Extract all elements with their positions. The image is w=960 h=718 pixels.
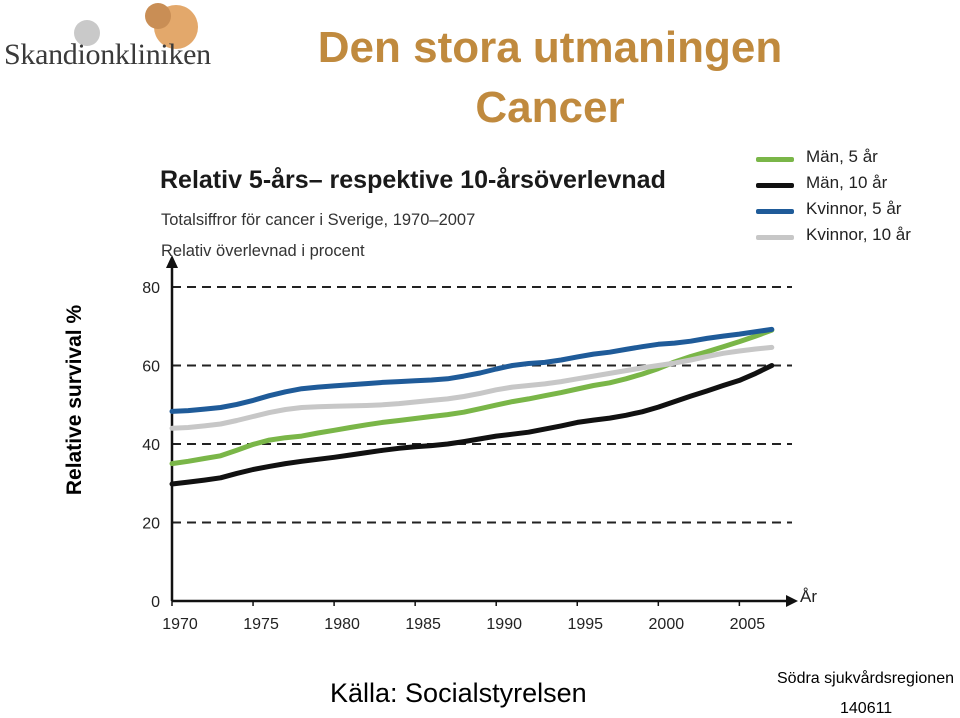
legend-item-man-5: Män, 5 år	[756, 146, 956, 172]
legend-label-man-10: Män, 10 år	[806, 173, 888, 192]
y-tick-label-20: 20	[142, 516, 160, 533]
legend-swatch-man-10	[756, 183, 794, 188]
legend-item-kvinnor-5: Kvinnor, 5 år	[756, 198, 956, 224]
y-tick-label-0: 0	[151, 594, 160, 611]
series-line-3	[169, 344, 775, 431]
logo-circle-orange-small	[145, 3, 171, 29]
logo-circle-grey	[74, 20, 100, 46]
chart-title: Relativ 5-års– respektive 10-årsöverlevn…	[160, 166, 666, 194]
legend-item-man-10: Män, 10 år	[756, 172, 956, 198]
x-tick-label-1995: 1995	[567, 616, 603, 633]
legend-swatch-kvinnor-5	[756, 209, 794, 214]
legend-swatch-kvinnor-10	[756, 235, 794, 240]
date-text: 140611	[840, 700, 893, 717]
legend-label-kvinnor-10: Kvinnor, 10 år	[806, 225, 911, 244]
y-axis-label: Relativ överlevnad i procent	[161, 242, 365, 260]
legend-label-kvinnor-5: Kvinnor, 5 år	[806, 199, 902, 218]
legend-swatch-man-5	[756, 157, 794, 162]
y-tick-label-80: 80	[142, 280, 160, 297]
x-tick-label-1970: 1970	[162, 616, 198, 633]
slide-title-line-1: Den stora utmaningen	[317, 23, 783, 72]
x-tick-label-2000: 2000	[649, 616, 685, 633]
y-axis-arrow	[166, 255, 178, 268]
x-axis-label: År	[800, 587, 817, 606]
logo-mark	[74, 3, 198, 49]
x-tick-label-1985: 1985	[405, 616, 441, 633]
logo-text: Skandionkliniken	[4, 38, 211, 71]
legend-label-man-5: Män, 5 år	[806, 147, 878, 166]
series-line-2	[169, 326, 775, 414]
legend-item-kvinnor-10: Kvinnor, 10 år	[756, 224, 956, 250]
region-text: Södra sjukvårdsregionen	[777, 670, 954, 687]
slide-title-line-2: Cancer	[475, 83, 625, 132]
source-text: Källa: Socialstyrelsen	[330, 678, 587, 708]
x-tick-label-1980: 1980	[324, 616, 360, 633]
x-tick-label-1990: 1990	[486, 616, 522, 633]
logo: Skandionkliniken	[0, 0, 240, 80]
legend: Män, 5 år Män, 10 år Kvinnor, 5 år Kvinn…	[756, 146, 956, 250]
x-tick-label-2005: 2005	[730, 616, 766, 633]
series-line-1	[169, 363, 775, 487]
chart-subtitle: Totalsiffror för cancer i Sverige, 1970–…	[161, 211, 476, 229]
y-tick-label-40: 40	[142, 437, 160, 454]
x-tick-label-1975: 1975	[243, 616, 279, 633]
y-tick-label-60: 60	[142, 359, 160, 376]
x-axis-arrow	[786, 595, 798, 607]
